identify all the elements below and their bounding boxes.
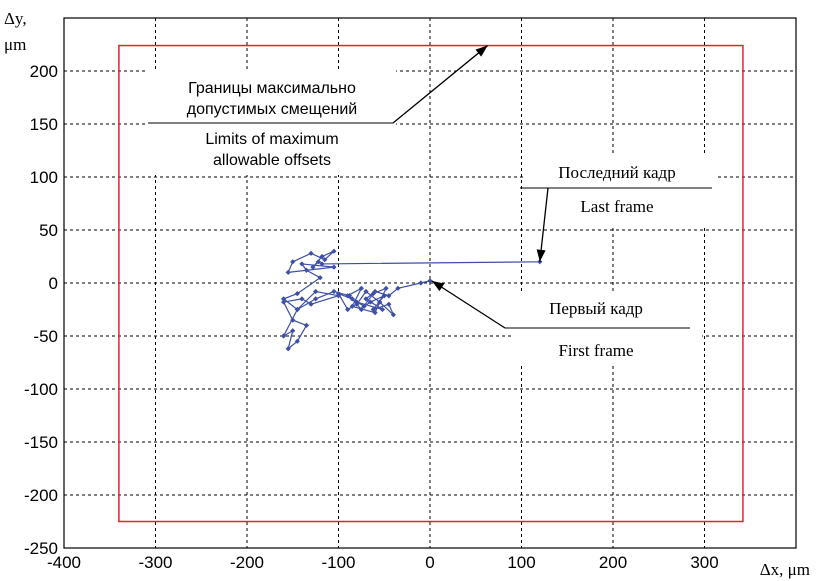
data-point: [319, 261, 325, 267]
data-point: [285, 346, 291, 352]
data-point: [370, 306, 376, 313]
data-point: [290, 317, 296, 323]
annotation-bg: [525, 153, 715, 225]
data-point: [290, 328, 296, 334]
annotation-en-line2: allowable offsets: [213, 152, 331, 169]
data-point: [349, 296, 355, 302]
annotation-limits: Границы максимально допустимых смещений …: [148, 45, 489, 175]
data-point: [299, 261, 305, 267]
annotation-ru-line2: допустимых смещений: [187, 101, 357, 118]
data-point: [313, 288, 319, 295]
x-tick-label: 300: [690, 553, 718, 572]
arrow-head: [475, 45, 488, 57]
limits-box: [118, 44, 744, 523]
data-point: [281, 299, 287, 305]
data-point: [381, 293, 387, 299]
x-axis-label: Δx, μm: [760, 560, 810, 579]
y-tick-label: -50: [33, 327, 58, 346]
annotation-en-line1: Limits of maximum: [205, 131, 338, 148]
data-point: [335, 293, 342, 299]
x-tick-label: 200: [599, 553, 627, 572]
annotation-arrow: [392, 45, 489, 124]
y-axis-unit: μm: [4, 35, 26, 54]
data-point: [361, 303, 367, 309]
data-point: [294, 306, 300, 313]
data-point: [294, 291, 300, 297]
y-tick-label: -150: [24, 433, 58, 452]
data-point: [358, 285, 364, 291]
annotation-last-frame: Последний кадр Last frame: [520, 153, 715, 262]
data-point: [383, 285, 389, 291]
data-point: [345, 306, 351, 313]
y-tick-label: 150: [30, 115, 58, 134]
annotation-ru-line1: Границы максимально: [188, 80, 356, 97]
data-point: [313, 296, 319, 302]
data-point: [285, 269, 291, 275]
data-point: [377, 299, 383, 305]
x-tick-label: -400: [47, 553, 81, 572]
data-point: [379, 306, 386, 313]
data-point: [367, 299, 374, 305]
data-point: [303, 267, 310, 273]
data-point: [358, 306, 364, 313]
data-point: [281, 296, 287, 302]
y-tick-label: -250: [24, 539, 58, 558]
trajectory-series: [281, 248, 543, 352]
data-point: [308, 250, 314, 256]
data-point: [299, 296, 305, 302]
data-point: [386, 293, 392, 299]
data-point: [315, 259, 321, 265]
y-axis-label: Δy,: [4, 9, 27, 28]
data-point: [317, 275, 323, 281]
data-point: [418, 280, 424, 286]
x-tick-label: -100: [321, 553, 355, 572]
data-point: [281, 333, 287, 339]
annotation-ru: Первый кадр: [549, 299, 643, 318]
annotation-ru: Последний кадр: [558, 163, 675, 182]
y-tick-labels: -250 -200 -150 -100 -50 0 50 100 150 200: [24, 62, 58, 558]
y-tick-label: 100: [30, 168, 58, 187]
data-point: [363, 296, 369, 302]
data-point: [386, 301, 392, 307]
data-point: [290, 259, 296, 265]
data-point: [370, 291, 376, 297]
y-tick-label: 50: [39, 221, 58, 240]
annotation-en: First frame: [558, 341, 633, 360]
x-tick-label: 100: [507, 553, 535, 572]
data-point: [294, 338, 300, 344]
x-tick-labels: -400 -300 -200 -100 0 100 200 300: [47, 553, 719, 572]
arrow-head: [536, 249, 546, 262]
y-tick-label: 200: [30, 62, 58, 81]
annotation-arrow: [431, 280, 506, 329]
data-point: [319, 253, 325, 260]
data-point: [427, 278, 433, 284]
data-point: [395, 285, 401, 291]
data-point: [322, 257, 328, 263]
data-point: [303, 322, 310, 328]
annotation-en: Last frame: [580, 197, 653, 216]
annotation-first-frame: Первый кадр First frame: [431, 280, 702, 364]
arrow-head: [431, 280, 445, 292]
data-point: [346, 293, 353, 299]
data-point: [308, 301, 314, 307]
data-point: [310, 264, 316, 270]
data-point: [331, 264, 337, 270]
plot-frame: [63, 17, 797, 549]
data-point: [349, 303, 355, 309]
data-point: [331, 288, 337, 295]
y-tick-label: -100: [24, 380, 58, 399]
y-tick-label: -200: [24, 486, 58, 505]
x-tick-label: -300: [138, 553, 172, 572]
data-point: [390, 312, 396, 318]
x-tick-label: 0: [425, 553, 434, 572]
series-line: [282, 250, 540, 351]
x-tick-label: -200: [230, 553, 264, 572]
data-point: [363, 288, 369, 295]
data-point: [354, 301, 360, 307]
data-point: [331, 248, 337, 254]
y-tick-label: 0: [49, 274, 58, 293]
annotation-arrow: [539, 187, 549, 262]
data-point: [372, 288, 378, 295]
